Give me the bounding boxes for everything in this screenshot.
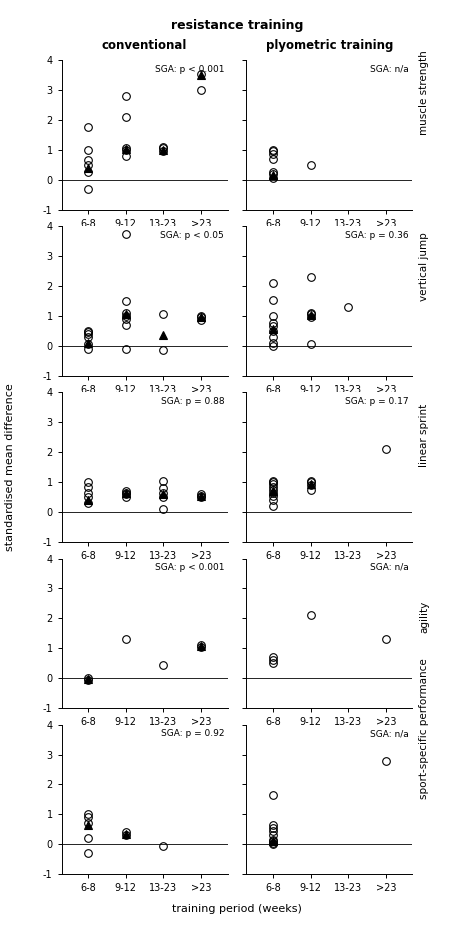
Text: sport-specific performance: sport-specific performance <box>419 659 429 799</box>
Text: conventional: conventional <box>102 39 187 52</box>
Text: SGA: p = 0.36: SGA: p = 0.36 <box>346 230 409 240</box>
Text: standardised mean difference: standardised mean difference <box>5 383 16 551</box>
Text: SGA: n/a: SGA: n/a <box>370 563 409 572</box>
Text: agility: agility <box>419 601 429 634</box>
Text: SGA: p = 0.88: SGA: p = 0.88 <box>161 397 224 406</box>
Text: resistance training: resistance training <box>171 18 303 31</box>
Text: SGA: n/a: SGA: n/a <box>370 729 409 738</box>
Text: muscle strength: muscle strength <box>419 50 429 135</box>
Text: SGA: n/a: SGA: n/a <box>370 65 409 74</box>
Text: SGA: p < 0.001: SGA: p < 0.001 <box>155 563 224 572</box>
Text: SGA: p < 0.05: SGA: p < 0.05 <box>161 230 224 240</box>
Text: linear sprint: linear sprint <box>419 404 429 467</box>
Text: vertical jump: vertical jump <box>419 232 429 301</box>
Text: plyometric training: plyometric training <box>266 39 393 52</box>
Text: SGA: p = 0.92: SGA: p = 0.92 <box>161 729 224 738</box>
Text: SGA: p = 0.17: SGA: p = 0.17 <box>346 397 409 406</box>
Text: training period (weeks): training period (weeks) <box>172 904 302 914</box>
Text: SGA: p < 0.001: SGA: p < 0.001 <box>155 65 224 74</box>
